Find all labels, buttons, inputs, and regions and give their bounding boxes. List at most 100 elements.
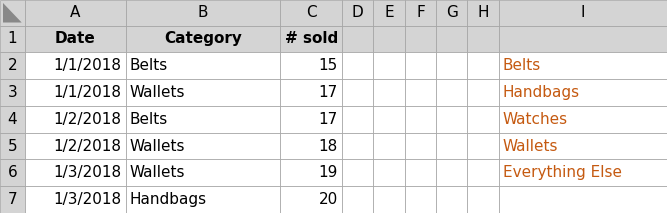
- Bar: [25, 186, 125, 213]
- Bar: [499, 79, 667, 106]
- Text: Belts: Belts: [503, 58, 541, 73]
- Text: 19: 19: [319, 165, 338, 180]
- Bar: [499, 186, 667, 213]
- Text: 6: 6: [7, 165, 17, 180]
- Text: 18: 18: [319, 138, 338, 154]
- Bar: [499, 52, 667, 79]
- Bar: [436, 160, 468, 186]
- Text: Belts: Belts: [129, 58, 168, 73]
- Bar: [436, 26, 468, 52]
- Text: I: I: [581, 5, 585, 20]
- Bar: [280, 79, 342, 106]
- Text: Watches: Watches: [503, 112, 568, 127]
- Bar: [374, 52, 405, 79]
- Bar: [468, 133, 499, 160]
- Text: 7: 7: [7, 192, 17, 207]
- Text: 5: 5: [7, 138, 17, 154]
- Text: Belts: Belts: [129, 112, 168, 127]
- Bar: [25, 160, 125, 186]
- Bar: [280, 186, 342, 213]
- Text: # sold: # sold: [285, 31, 338, 46]
- Bar: [405, 133, 436, 160]
- Bar: [374, 186, 405, 213]
- Bar: [405, 0, 436, 26]
- Text: 1/3/2018: 1/3/2018: [53, 165, 121, 180]
- Bar: [125, 0, 280, 26]
- Text: E: E: [384, 5, 394, 20]
- Bar: [499, 160, 667, 186]
- Text: 3: 3: [7, 85, 17, 100]
- Text: G: G: [446, 5, 458, 20]
- Text: Wallets: Wallets: [129, 165, 185, 180]
- Bar: [499, 106, 667, 133]
- Bar: [25, 106, 125, 133]
- Bar: [374, 0, 405, 26]
- Bar: [125, 186, 280, 213]
- Bar: [280, 26, 342, 52]
- Bar: [25, 0, 125, 26]
- Text: 1/2/2018: 1/2/2018: [53, 112, 121, 127]
- Bar: [436, 106, 468, 133]
- Bar: [125, 52, 280, 79]
- Bar: [280, 133, 342, 160]
- Text: 1/3/2018: 1/3/2018: [53, 192, 121, 207]
- Bar: [468, 52, 499, 79]
- Bar: [436, 133, 468, 160]
- Bar: [0, 186, 25, 213]
- Bar: [374, 26, 405, 52]
- Text: Wallets: Wallets: [503, 138, 558, 154]
- Text: 17: 17: [319, 85, 338, 100]
- Text: Wallets: Wallets: [129, 138, 185, 154]
- Polygon shape: [3, 3, 21, 23]
- Text: F: F: [416, 5, 425, 20]
- Text: 20: 20: [319, 192, 338, 207]
- Bar: [280, 0, 342, 26]
- Text: Date: Date: [55, 31, 95, 46]
- Bar: [374, 79, 405, 106]
- Bar: [25, 26, 125, 52]
- Text: 15: 15: [319, 58, 338, 73]
- Bar: [436, 0, 468, 26]
- Bar: [25, 133, 125, 160]
- Bar: [342, 160, 374, 186]
- Bar: [0, 133, 25, 160]
- Bar: [405, 79, 436, 106]
- Text: C: C: [305, 5, 316, 20]
- Bar: [0, 160, 25, 186]
- Text: Everything Else: Everything Else: [503, 165, 622, 180]
- Text: Handbags: Handbags: [503, 85, 580, 100]
- Bar: [0, 79, 25, 106]
- Text: Category: Category: [164, 31, 242, 46]
- Text: Wallets: Wallets: [129, 85, 185, 100]
- Bar: [468, 0, 499, 26]
- Bar: [25, 79, 125, 106]
- Bar: [436, 186, 468, 213]
- Text: 1/1/2018: 1/1/2018: [53, 58, 121, 73]
- Bar: [342, 52, 374, 79]
- Text: 4: 4: [7, 112, 17, 127]
- Bar: [342, 106, 374, 133]
- Bar: [125, 79, 280, 106]
- Bar: [342, 133, 374, 160]
- Bar: [280, 106, 342, 133]
- Bar: [25, 52, 125, 79]
- Bar: [342, 26, 374, 52]
- Bar: [405, 186, 436, 213]
- Text: H: H: [478, 5, 489, 20]
- Text: D: D: [352, 5, 364, 20]
- Bar: [499, 0, 667, 26]
- Bar: [125, 133, 280, 160]
- Bar: [125, 106, 280, 133]
- Bar: [436, 79, 468, 106]
- Bar: [374, 133, 405, 160]
- Bar: [0, 106, 25, 133]
- Bar: [468, 26, 499, 52]
- Text: 17: 17: [319, 112, 338, 127]
- Bar: [374, 106, 405, 133]
- Text: 1: 1: [7, 31, 17, 46]
- Text: 2: 2: [7, 58, 17, 73]
- Bar: [468, 160, 499, 186]
- Bar: [125, 26, 280, 52]
- Bar: [280, 160, 342, 186]
- Bar: [405, 52, 436, 79]
